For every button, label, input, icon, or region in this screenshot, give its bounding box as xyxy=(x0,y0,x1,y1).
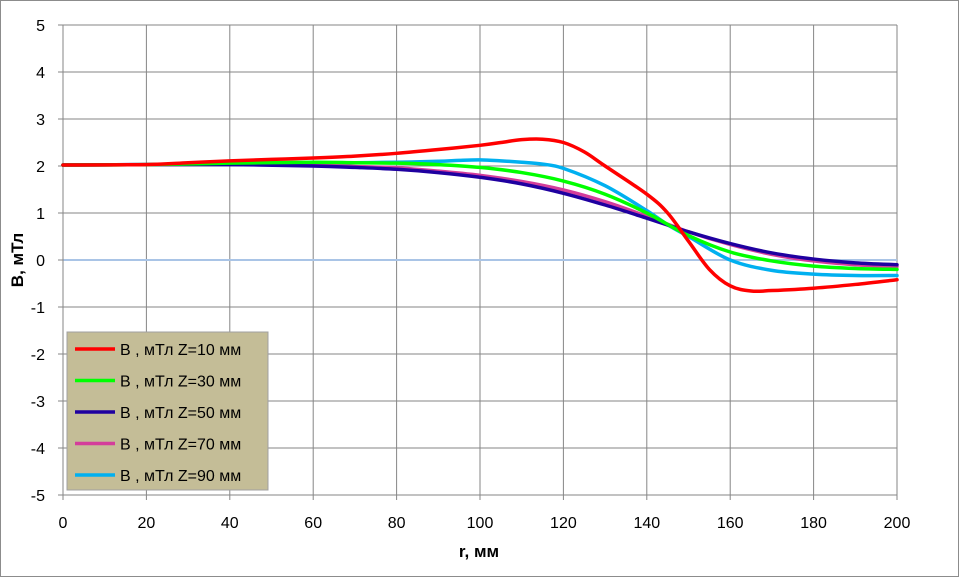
y-tick-label: 2 xyxy=(36,159,45,176)
axis-layer: 0 20 40 60 80 100 120 140 160 180 200 -5 -4 -3 -2 -1 0 1 2… xyxy=(31,18,911,532)
legend: B , мТл Z=10 мм B , мТл Z=30 мм B , мТл Z=… xyxy=(66,331,269,491)
x-axis-title: r, мм xyxy=(459,542,499,561)
y-axis-title: B, мТл xyxy=(8,233,27,287)
legend-label: B , мТл Z=70 мм xyxy=(120,437,241,454)
y-tick-label: -2 xyxy=(31,347,45,364)
y-tick-label: 4 xyxy=(36,65,45,82)
legend-label: B , мТл Z=10 мм xyxy=(120,342,241,359)
series-line xyxy=(61,162,899,267)
y-tick-label: -1 xyxy=(31,300,45,317)
series-layer xyxy=(61,137,899,294)
x-tick-label: 0 xyxy=(59,515,68,532)
x-tick-label: 120 xyxy=(550,515,577,532)
x-tick-label: 20 xyxy=(138,515,156,532)
x-tick-label: 140 xyxy=(633,515,660,532)
y-tick-label: -4 xyxy=(31,441,45,458)
x-tick-label: 200 xyxy=(884,515,911,532)
legend-label: B , мТл Z=30 мм xyxy=(120,374,241,391)
legend-label: B , мТл Z=50 мм xyxy=(120,405,241,422)
y-tick-label: 1 xyxy=(36,206,45,223)
series-line xyxy=(61,137,899,294)
series-line xyxy=(61,160,899,272)
x-tick-label: 100 xyxy=(467,515,494,532)
y-tick-label: 5 xyxy=(36,18,45,35)
x-tick-label: 160 xyxy=(717,515,744,532)
x-tick-label: 60 xyxy=(304,515,322,532)
y-tick-label: 3 xyxy=(36,112,45,129)
y-tick-label: 0 xyxy=(36,253,45,270)
x-tick-label: 80 xyxy=(388,515,406,532)
x-tick-label: 180 xyxy=(800,515,827,532)
x-tick-label: 40 xyxy=(221,515,239,532)
y-tick-label: -5 xyxy=(31,488,45,505)
legend-label: B , мТл Z=90 мм xyxy=(120,468,241,485)
y-tick-label: -3 xyxy=(31,394,45,411)
